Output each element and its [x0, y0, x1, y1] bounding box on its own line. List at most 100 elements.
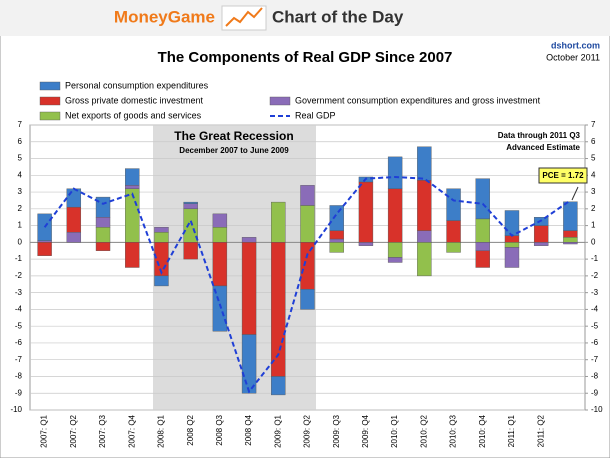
- y-tick-label: 4: [18, 170, 23, 179]
- y2-tick-label: -8: [591, 372, 599, 381]
- y-tick-label: -1: [15, 254, 23, 263]
- bar-segment: [329, 230, 344, 240]
- bar-segment: [212, 213, 228, 228]
- bar-segment: [533, 242, 549, 246]
- logo: [221, 5, 267, 31]
- bar-segment: [241, 237, 257, 243]
- y-tick-label: 3: [18, 187, 23, 196]
- bar-segment: [212, 227, 228, 243]
- y2-tick-label: 4: [591, 170, 596, 179]
- y-tick-label: -2: [15, 271, 23, 280]
- x-tick-label: 2007: Q2: [69, 414, 78, 447]
- x-tick-label: 2009: Q1: [273, 414, 282, 447]
- x-tick-label: 2007: Q4: [127, 414, 136, 447]
- y2-tick-label: 5: [591, 154, 596, 163]
- y-tick-label: -6: [15, 338, 23, 347]
- bar-segment: [183, 242, 198, 260]
- bar-segment: [504, 242, 520, 248]
- bar-segment: [329, 238, 344, 243]
- bar-segment: [95, 227, 111, 243]
- y2-tick-label: -6: [591, 338, 599, 347]
- bar-segment: [66, 188, 82, 208]
- bar-segment: [563, 242, 578, 245]
- tagline: Chart of the Day: [272, 7, 404, 26]
- bar-segment: [563, 201, 578, 231]
- bar-segment: [241, 334, 257, 394]
- bar-segment: [475, 178, 490, 220]
- x-tick-label: 2008: Q1: [157, 414, 166, 447]
- brand: MoneyGame: [114, 7, 215, 26]
- bar-segment: [475, 218, 490, 243]
- bar-segment: [300, 289, 315, 310]
- bar-segment: [504, 210, 520, 236]
- x-tick-label: 2007: Q3: [98, 414, 107, 447]
- y2-tick-label: 7: [591, 120, 596, 129]
- y-tick-label: -7: [15, 355, 23, 364]
- y-tick-label: 7: [18, 120, 23, 129]
- bar-segment: [475, 242, 490, 251]
- x-tick-label: 2010: Q4: [478, 414, 487, 447]
- y2-tick-label: 3: [591, 187, 596, 196]
- chart-title: The Components of Real GDP Since 2007: [158, 49, 453, 66]
- bar-segment: [417, 242, 432, 277]
- y2-tick-label: -1: [591, 254, 599, 263]
- note: Advanced Estimate: [506, 143, 580, 152]
- bar-segment: [271, 242, 286, 377]
- y2-tick-label: -10: [591, 405, 603, 414]
- y-tick-label: -3: [15, 288, 23, 297]
- legend-label: Government consumption expenditures and …: [295, 95, 541, 105]
- y2-tick-label: 1: [591, 221, 596, 230]
- y-tick-label: 6: [18, 137, 23, 146]
- y-tick-label: -4: [15, 305, 23, 314]
- legend-swatch: [39, 81, 61, 91]
- y2-tick-label: -5: [591, 321, 599, 330]
- bar-segment: [66, 232, 82, 243]
- bar-segment: [563, 237, 578, 243]
- bar-segment: [154, 232, 169, 243]
- bar-segment: [125, 185, 140, 189]
- y2-tick-label: -2: [591, 271, 599, 280]
- y-tick-label: 5: [18, 154, 23, 163]
- bar-segment: [329, 205, 344, 231]
- bar-segment: [271, 376, 286, 396]
- bar-segment: [563, 230, 578, 238]
- y2-tick-label: -7: [591, 355, 599, 364]
- legend-label: Net exports of goods and services: [65, 110, 202, 120]
- y2-tick-label: -4: [591, 305, 599, 314]
- bar-segment: [37, 242, 52, 256]
- legend-label: Personal consumption expenditures: [65, 80, 209, 90]
- bar-segment: [387, 156, 403, 189]
- note: Data through 2011 Q3: [498, 131, 581, 140]
- bar-segment: [533, 225, 549, 243]
- legend-swatch: [39, 111, 61, 121]
- x-tick-label: 2008 Q4: [244, 414, 253, 445]
- bar-segment: [300, 185, 315, 206]
- y-tick-label: -9: [15, 388, 23, 397]
- legend-swatch: [269, 96, 291, 106]
- bar-segment: [271, 201, 286, 243]
- legend-label: Gross private domestic investment: [65, 95, 204, 105]
- bar-segment: [95, 217, 111, 228]
- bar-segment: [504, 247, 520, 268]
- bar-segment: [183, 201, 198, 204]
- x-tick-label: 2008 Q2: [186, 414, 195, 445]
- bar-segment: [417, 230, 432, 243]
- x-tick-label: 2009: Q2: [303, 414, 312, 447]
- y2-tick-label: -9: [591, 388, 599, 397]
- y-tick-label: 2: [18, 204, 23, 213]
- bar-segment: [417, 180, 432, 231]
- bar-segment: [475, 250, 490, 268]
- callout-text: PCE = 1.72: [542, 171, 584, 180]
- x-tick-label: 2010: Q3: [449, 414, 458, 447]
- site: dshort.com: [551, 40, 600, 50]
- y-tick-label: 0: [18, 237, 23, 246]
- bar-segment: [387, 188, 403, 243]
- callout: PCE = 1.72: [538, 167, 588, 201]
- recession-title: The Great Recession: [174, 129, 293, 143]
- legend-swatch: [39, 96, 61, 106]
- x-tick-label: 2010: Q2: [419, 414, 428, 447]
- header-bar: [0, 0, 610, 36]
- y-tick-label: 1: [18, 221, 23, 230]
- x-tick-label: 2007: Q1: [40, 414, 49, 447]
